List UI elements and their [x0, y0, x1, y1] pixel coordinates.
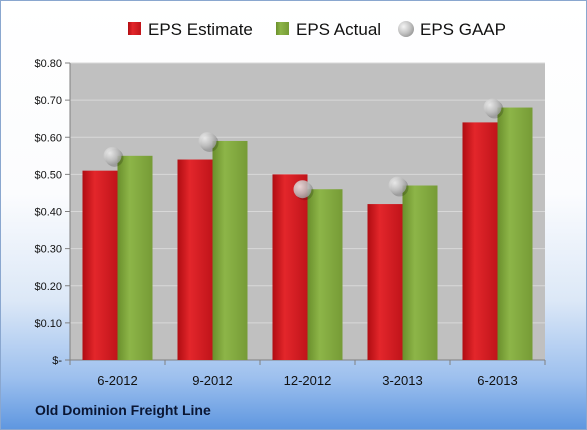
- eps-estimate-bar: [82, 170, 118, 360]
- eps-gaap-marker: [198, 131, 217, 150]
- eps-actual-bar: [117, 155, 153, 360]
- legend-swatch-gaap: [398, 21, 414, 37]
- eps-actual-bar: [402, 185, 438, 360]
- chart-legend: EPS Estimate EPS Actual EPS GAAP: [128, 20, 506, 39]
- y-tick-label: $-: [52, 355, 62, 367]
- legend-label: EPS Estimate: [148, 20, 253, 39]
- y-tick-label: $0.70: [34, 95, 62, 107]
- legend-label: EPS GAAP: [420, 20, 506, 39]
- y-tick-label: $0.80: [34, 58, 62, 70]
- y-tick-label: $0.40: [34, 207, 62, 219]
- x-tick-label: 9-2012: [192, 373, 232, 388]
- legend-label: EPS Actual: [296, 20, 381, 39]
- eps-gaap-marker: [388, 176, 407, 195]
- company-name: Old Dominion Freight Line: [35, 402, 211, 418]
- y-tick-label: $0.30: [34, 244, 62, 256]
- eps-gaap-marker: [293, 180, 312, 199]
- plot-area: $- $0.10 $0.20 $0.30 $0.40 $0.50 $0.60 $0.70 $0.…: [34, 58, 546, 388]
- x-tick-label: 3-2013: [382, 373, 422, 388]
- x-tick-label: 6-2012: [97, 373, 137, 388]
- eps-gaap-marker: [483, 98, 502, 117]
- eps-actual-bar: [212, 140, 248, 360]
- y-tick-label: $0.60: [34, 132, 62, 144]
- y-tick-label: $0.20: [34, 281, 62, 293]
- eps-estimate-bar: [272, 174, 308, 360]
- y-tick-label: $0.50: [34, 169, 62, 181]
- eps-estimate-bar: [462, 122, 498, 361]
- eps-estimate-bar: [177, 159, 213, 360]
- eps-estimate-bar: [367, 204, 403, 360]
- eps-actual-bar: [307, 189, 343, 360]
- legend-swatch-estimate: [128, 22, 141, 35]
- x-tick-label: 12-2012: [284, 373, 332, 388]
- x-tick-label: 6-2013: [477, 373, 517, 388]
- y-tick-label: $0.10: [34, 318, 62, 330]
- eps-gaap-marker: [103, 146, 122, 165]
- eps-actual-bar: [497, 107, 533, 360]
- legend-swatch-actual: [276, 22, 289, 35]
